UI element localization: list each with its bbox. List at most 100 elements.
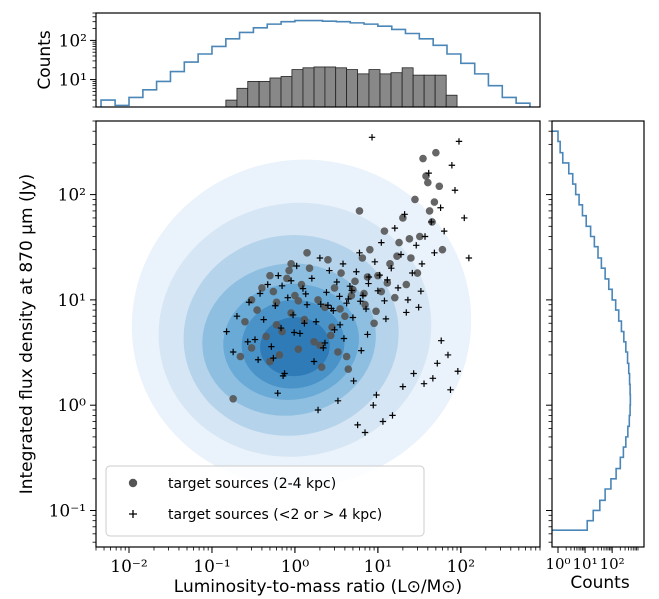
data-point-circle (366, 246, 374, 254)
top-histogram-bar (226, 100, 237, 107)
top-histogram-bar (347, 70, 358, 107)
data-point-plus (456, 138, 462, 144)
data-point-circle (370, 319, 378, 327)
legend: target sources (2-4 kpc) target sources … (106, 466, 424, 536)
data-point-circle (334, 348, 342, 356)
main-x-tick-label: 10² (447, 557, 475, 577)
data-point-circle (285, 267, 293, 275)
data-point-plus (369, 134, 375, 140)
data-point-circle (372, 307, 380, 315)
top-histogram-bar (325, 67, 336, 107)
data-point-circle (266, 272, 274, 280)
top-histogram-bar (424, 75, 435, 107)
data-point-circle (295, 297, 303, 305)
data-point-circle (273, 298, 281, 306)
main-plot: 10⁻² 10⁻¹ 10⁰ 10¹ 10² 10⁻¹ 10⁰ 10¹ 10² Luminosi… (17, 121, 540, 597)
data-point-circle (287, 309, 295, 317)
data-point-circle (426, 207, 434, 215)
top-histogram-bar (435, 75, 446, 107)
top-histogram-bar (336, 68, 347, 107)
data-point-circle (356, 207, 364, 215)
top-histogram-bars (226, 67, 457, 107)
data-point-circle (237, 353, 245, 361)
data-point-circle (341, 312, 349, 320)
data-point-circle (295, 345, 303, 353)
main-x-tick-label: 10¹ (364, 557, 392, 577)
right-histogram-step (550, 131, 630, 530)
data-point-circle (241, 318, 249, 326)
right-x-tick-label: 10² (600, 555, 625, 573)
data-point-circle (298, 281, 306, 289)
data-point-circle (411, 196, 419, 204)
main-x-tick-label: 10⁻² (110, 557, 147, 577)
data-point-circle (393, 252, 401, 260)
right-x-tick-label: 10¹ (573, 555, 598, 573)
data-point-circle (351, 278, 359, 286)
right-y-ticks (546, 121, 552, 542)
data-point-circle (248, 344, 256, 352)
data-point-circle (345, 365, 353, 373)
data-point-circle (432, 149, 440, 157)
top-histogram-bar (446, 95, 457, 107)
data-point-plus (452, 187, 458, 193)
top-y-axis-title: Counts (35, 30, 55, 89)
data-point-circle (407, 254, 415, 262)
data-point-circle (361, 301, 369, 309)
data-point-circle (386, 260, 394, 268)
top-histogram-bar (259, 81, 270, 107)
right-histogram: 10⁰ 10¹ 10² Counts (545, 121, 644, 593)
data-point-circle (273, 321, 281, 329)
data-point-circle (229, 395, 237, 403)
x-axis-title: Luminosity-to-mass ratio (L⊙/M⊙) (174, 577, 462, 597)
top-histogram-bar (248, 81, 259, 107)
top-histogram-bar (292, 70, 303, 107)
legend-marker-circle (129, 479, 137, 487)
top-histogram-bar (303, 68, 314, 107)
top-y-tick-label: 10² (59, 31, 87, 51)
main-y-tick-label: 10² (58, 186, 86, 206)
data-point-circle (399, 214, 407, 222)
data-point-circle (419, 155, 427, 163)
data-point-circle (337, 269, 345, 277)
data-point-circle (253, 306, 261, 314)
data-point-circle (270, 288, 278, 296)
data-point-circle (424, 179, 432, 187)
data-point-circle (306, 264, 314, 272)
top-histogram-bar (270, 78, 281, 107)
top-histogram-bar (237, 88, 248, 107)
main-x-tick-label: 10⁻¹ (193, 557, 230, 577)
data-point-plus (449, 162, 455, 168)
main-y-tick-label: 10¹ (58, 291, 86, 311)
top-histogram-bar (281, 76, 292, 107)
main-y-tick-label: 10⁻¹ (49, 501, 86, 521)
top-histogram-bar (314, 67, 325, 107)
data-point-circle (431, 198, 439, 206)
data-point-circle (258, 284, 266, 292)
top-histogram-bar (391, 73, 402, 107)
data-point-circle (406, 235, 414, 243)
data-point-circle (439, 246, 447, 254)
top-y-ticks: 10¹10² (59, 13, 96, 107)
top-histogram-bar (402, 68, 413, 107)
data-point-circle (262, 333, 270, 341)
data-point-circle (381, 227, 389, 235)
data-point-circle (303, 249, 311, 257)
data-point-circle (391, 294, 399, 302)
main-y-ticks: 10⁻¹10⁰10¹10² (49, 121, 96, 542)
data-point-circle (327, 332, 335, 340)
data-point-circle (343, 353, 351, 361)
top-histogram-bar (358, 74, 369, 107)
legend-label-2-4kpc: target sources (2-4 kpc) (168, 476, 336, 492)
main-x-ticks: 10⁻² 10⁻¹ 10⁰ 10¹ 10² (96, 547, 540, 577)
y-axis-title: Integrated flux density at 870 μm (Jy) (17, 174, 37, 495)
top-histogram-bar (369, 70, 380, 107)
right-x-axis-title: Counts (570, 573, 629, 593)
data-point-circle (436, 182, 444, 190)
data-point-circle (402, 281, 410, 289)
data-point-circle (318, 363, 326, 371)
data-point-circle (360, 290, 368, 298)
data-point-circle (395, 239, 403, 247)
data-point-plus (461, 215, 467, 221)
right-x-tick-label: 10⁰ (545, 555, 570, 573)
